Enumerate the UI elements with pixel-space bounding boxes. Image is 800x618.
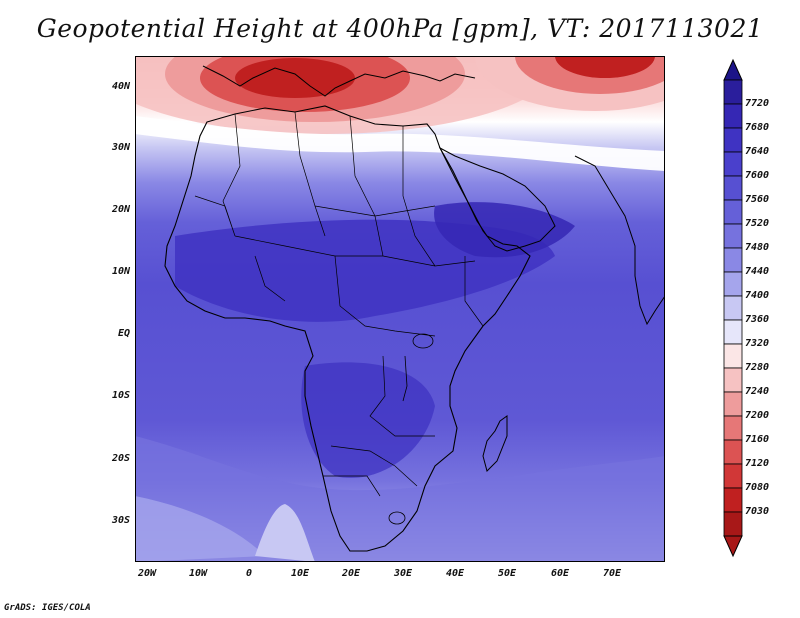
colorbar-label: 7720	[745, 98, 770, 109]
lake-tanganyika	[402, 355, 408, 402]
madagascar	[482, 415, 508, 472]
y-tick-10n: 10N	[111, 266, 130, 277]
colorbar-label: 7120	[745, 458, 770, 469]
colorbar-label: 7640	[745, 146, 770, 157]
x-tick-10w: 10W	[188, 568, 208, 579]
colorbar-box	[723, 271, 743, 297]
x-tick-20w: 20W	[137, 568, 157, 579]
colorbar-box	[723, 127, 743, 153]
y-tick-eq: EQ	[117, 328, 130, 339]
map-frame	[135, 56, 665, 562]
x-tick-10e: 10E	[290, 568, 310, 579]
high-south	[301, 362, 435, 478]
europe-coast	[202, 65, 476, 97]
x-tick-70e: 70E	[602, 568, 622, 579]
credit-text: GrADS: IGES/COLA	[4, 603, 91, 613]
x-tick-40e: 40E	[445, 568, 465, 579]
colorbar-box	[723, 247, 743, 273]
colorbar-label: 7240	[745, 386, 770, 397]
x-tick-20e: 20E	[341, 568, 361, 579]
colorbar-box	[723, 175, 743, 201]
y-tick-30n: 30N	[111, 142, 130, 153]
colorbar-box	[723, 511, 743, 537]
x-tick-50e: 50E	[497, 568, 517, 579]
colorbar-label: 7080	[745, 482, 770, 493]
colorbar-label: 7200	[745, 410, 770, 421]
x-tick-30e: 30E	[393, 568, 413, 579]
lesotho	[388, 511, 406, 525]
x-tick-60e: 60E	[550, 568, 570, 579]
country-borders	[194, 111, 484, 497]
colorbar-box	[723, 295, 743, 321]
africa-coastline	[164, 105, 531, 552]
colorbar-label: 7560	[745, 194, 770, 205]
y-tick-30s: 30S	[111, 515, 130, 526]
colorbar-label: 7600	[745, 170, 770, 181]
colorbar-box	[723, 391, 743, 417]
colorbar-label: 7400	[745, 290, 770, 301]
colorbar-box	[723, 319, 743, 345]
map-title: Geopotential Height at 400hPa [gpm], VT:…	[36, 14, 764, 43]
colorbar	[723, 58, 743, 558]
india-coast	[574, 155, 665, 326]
white-band	[135, 116, 665, 171]
plume	[255, 504, 315, 562]
colorbar-label: 7320	[745, 338, 770, 349]
colorbar-label: 7030	[745, 506, 770, 517]
colorbar-label: 7480	[745, 242, 770, 253]
colorbar-box	[723, 223, 743, 249]
colorbar-label: 7440	[745, 266, 770, 277]
lake-victoria	[412, 333, 434, 349]
colorbar-up-arrow	[723, 58, 743, 81]
colorbar-down-arrow	[723, 535, 743, 558]
y-tick-10s: 10S	[111, 390, 130, 401]
colorbar-box	[723, 487, 743, 513]
arabia-coast	[438, 146, 556, 252]
colorbar-label: 7680	[745, 122, 770, 133]
y-tick-20s: 20S	[111, 453, 130, 464]
map-plot[interactable]	[135, 56, 665, 562]
trough-ne-core	[555, 56, 655, 78]
x-tick-0: 0	[245, 568, 253, 579]
colorbar-box	[723, 103, 743, 129]
colorbar-box	[723, 439, 743, 465]
colorbar-label: 7520	[745, 218, 770, 229]
colorbar-label: 7280	[745, 362, 770, 373]
y-tick-20n: 20N	[111, 204, 130, 215]
y-tick-40n: 40N	[111, 81, 130, 92]
colorbar-box	[723, 367, 743, 393]
colorbar-box	[723, 79, 743, 105]
trough-core	[235, 58, 355, 98]
colorbar-box	[723, 415, 743, 441]
colorbar-label: 7360	[745, 314, 770, 325]
colorbar-box	[723, 151, 743, 177]
colorbar-box	[723, 343, 743, 369]
high-arabia	[434, 202, 575, 258]
colorbar-label: 7160	[745, 434, 770, 445]
colorbar-box	[723, 199, 743, 225]
ridge-sw-light	[135, 496, 265, 562]
colorbar-box	[723, 463, 743, 489]
